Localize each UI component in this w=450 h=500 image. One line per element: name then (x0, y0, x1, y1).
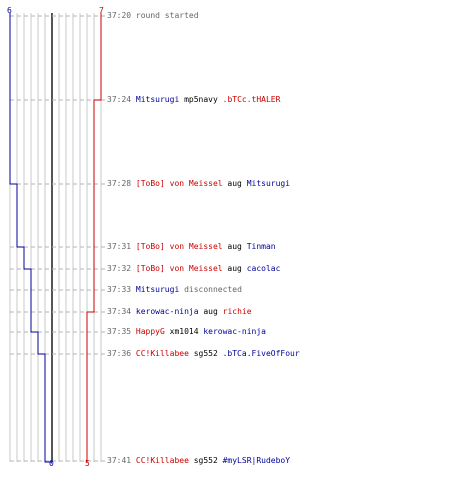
event-timestamp: 37:36 (107, 349, 136, 358)
event-text: sg552 (188, 456, 223, 465)
event-timestamp: 37:28 (107, 179, 136, 188)
event-timestamp: 37:35 (107, 327, 136, 336)
event-text: xm1014 (164, 327, 204, 336)
player-name: kerowac-ninja (135, 307, 199, 316)
event-text: sg552 (188, 349, 223, 358)
player-name: [ToBo] von Meissel (135, 264, 223, 273)
event-timestamp: 37:31 (107, 242, 136, 251)
player-name: Tinman (246, 242, 276, 251)
player-name: .bTCc.tHALER (222, 95, 281, 104)
kill-feed-entry: 37:36 CC!Killabee sg552 .bTCa.FiveOfFour (107, 349, 300, 359)
player-name: Mitsurugi (135, 95, 180, 104)
kill-feed-entry: 37:33 Mitsurugi disconnected (107, 285, 242, 295)
event-timestamp: 37:24 (107, 95, 136, 104)
player-name: Mitsurugi (246, 179, 291, 188)
player-name: Mitsurugi (135, 285, 180, 294)
player-name: [ToBo] von Meissel (135, 179, 223, 188)
event-text: aug (222, 179, 247, 188)
event-text: mp5navy (179, 95, 223, 104)
kill-feed-entry: 37:32 [ToBo] von Meissel aug cacolac (107, 264, 280, 274)
event-text: round started (135, 11, 199, 20)
player-name: #myLSR|RudeboY (222, 456, 291, 465)
player-name: CC!Killabee (135, 349, 189, 358)
player-name: cacolac (246, 264, 281, 273)
kill-feed-entry: 37:35 HappyG xm1014 kerowac-ninja (107, 327, 266, 337)
red-count-top-label: 7 (99, 6, 104, 15)
blue-count-bottom-label: 0 (49, 459, 54, 468)
event-timestamp: 37:41 (107, 456, 136, 465)
event-text: aug (198, 307, 223, 316)
kill-feed-entry: 37:24 Mitsurugi mp5navy .bTCc.tHALER (107, 95, 280, 105)
red-count-bottom-label: 5 (85, 459, 90, 468)
event-text: disconnected (179, 285, 242, 294)
event-text: aug (222, 264, 247, 273)
player-name: kerowac-ninja (203, 327, 266, 336)
blue-team-count-line (9, 13, 52, 463)
blue-count-top-label: 6 (7, 6, 12, 15)
event-timestamp: 37:20 (107, 11, 136, 20)
player-name: HappyG (135, 327, 165, 336)
kill-feed-entry: 37:28 [ToBo] von Meissel aug Mitsurugi (107, 179, 290, 189)
kill-feed-entry: 37:34 kerowac-ninja aug richie (107, 307, 252, 317)
kill-feed-entry: 37:41 CC!Killabee sg552 #myLSR|RudeboY (107, 456, 290, 466)
player-name: [ToBo] von Meissel (135, 242, 223, 251)
red-team-count-line (86, 13, 102, 462)
event-timestamp: 37:33 (107, 285, 136, 294)
player-name: .bTCa.FiveOfFour (222, 349, 300, 358)
kill-feed-entry: 37:20 round started (107, 11, 199, 21)
event-text: aug (222, 242, 247, 251)
player-name: richie (222, 307, 252, 316)
player-name: CC!Killabee (135, 456, 189, 465)
kill-feed-entry: 37:31 [ToBo] von Meissel aug Tinman (107, 242, 276, 252)
event-timestamp: 37:34 (107, 307, 136, 316)
event-timestamp: 37:32 (107, 264, 136, 273)
